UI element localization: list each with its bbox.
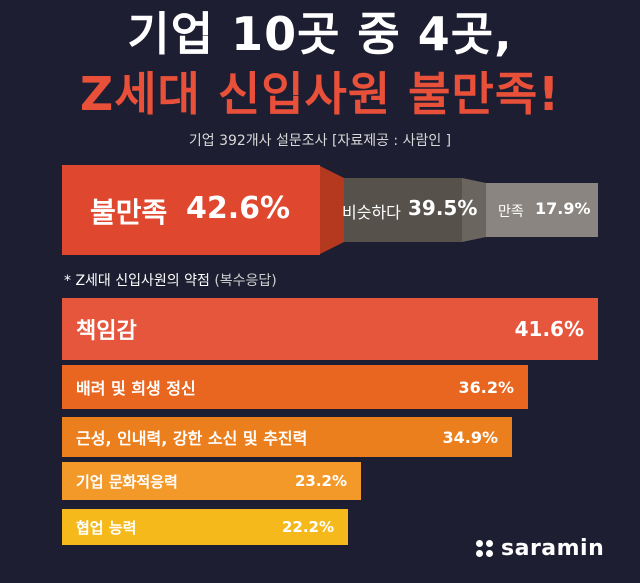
survey-source: 기업 392개사 설문조사 [자료제공 : 사람인 ] bbox=[188, 133, 452, 149]
funnel-value-2: 39.5% bbox=[408, 196, 478, 220]
headline-line-1: 기업 10곳 중 4곳, bbox=[127, 7, 513, 61]
funnel-value-1: 42.6% bbox=[186, 191, 291, 226]
headline-line-2: Z세대 신입사원 불만족! bbox=[79, 67, 561, 121]
funnel-segment-2-link bbox=[462, 178, 486, 242]
weakness-bar-value: 22.2% bbox=[281, 518, 334, 536]
saramin-logo-text: saramin bbox=[501, 536, 605, 561]
weakness-bar-value: 41.6% bbox=[514, 317, 584, 341]
weakness-bar-label: 협업 능력 bbox=[76, 518, 137, 537]
weakness-bar-label: 배려 및 희생 정신 bbox=[76, 379, 196, 398]
weakness-bar-1: 책임감 41.6% bbox=[62, 298, 598, 360]
funnel-label-3: 만족 bbox=[498, 204, 524, 220]
weakness-bar-value: 23.2% bbox=[294, 472, 347, 490]
funnel-segment-2 bbox=[332, 178, 462, 242]
saramin-dots-icon bbox=[476, 540, 493, 557]
weakness-chart-title-note: (복수응답) bbox=[214, 273, 277, 289]
satisfaction-funnel-chart bbox=[62, 165, 598, 255]
weakness-bar-value: 34.9% bbox=[442, 427, 498, 447]
saramin-logo: saramin bbox=[476, 536, 604, 561]
weakness-bar-5: 협업 능력 22.2% bbox=[62, 509, 348, 545]
weakness-bar-value: 36.2% bbox=[458, 377, 514, 397]
weakness-chart-title: * Z세대 신입사원의 약점 (복수응답) bbox=[64, 270, 277, 290]
weakness-chart-title-text: * Z세대 신입사원의 약점 bbox=[64, 273, 210, 289]
weakness-bar-4: 기업 문화적응력 23.2% bbox=[62, 462, 361, 500]
weakness-bar-label: 근성, 인내력, 강한 소신 및 추진력 bbox=[76, 429, 308, 448]
funnel-label-2: 비슷하다 bbox=[342, 203, 401, 222]
weakness-bar-label: 기업 문화적응력 bbox=[76, 472, 178, 491]
funnel-segment-1 bbox=[62, 165, 320, 255]
funnel-segment-3 bbox=[486, 183, 598, 237]
weakness-bar-label: 책임감 bbox=[76, 319, 137, 344]
funnel-label-1: 불만족 bbox=[90, 196, 168, 229]
weakness-bar-3: 근성, 인내력, 강한 소신 및 추진력 34.9% bbox=[62, 417, 512, 457]
weakness-bar-2: 배려 및 희생 정신 36.2% bbox=[62, 365, 528, 409]
funnel-value-3: 17.9% bbox=[535, 199, 591, 218]
funnel-segment-1-link bbox=[318, 165, 344, 255]
